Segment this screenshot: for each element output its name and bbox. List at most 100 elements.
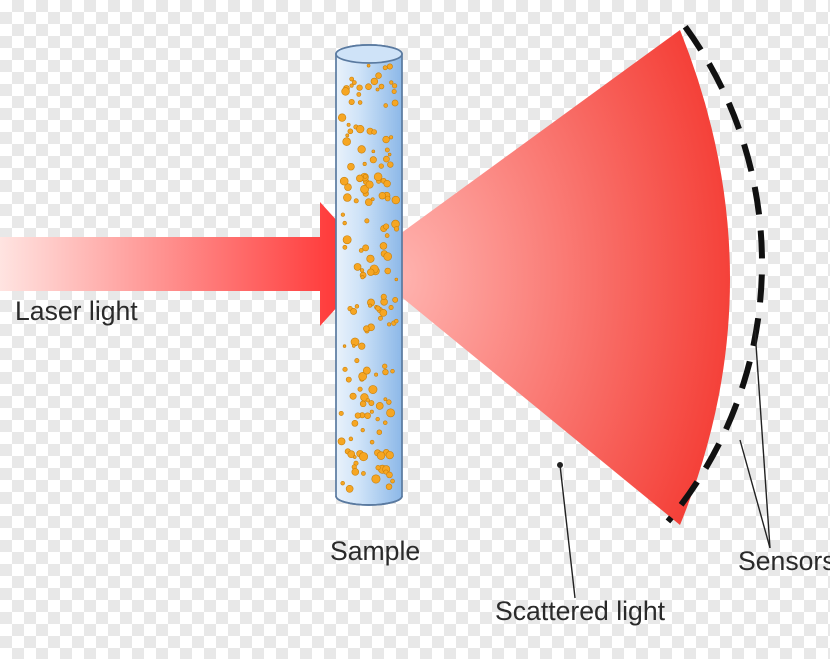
particle: [353, 456, 356, 459]
particle: [370, 410, 373, 413]
particle: [392, 196, 400, 204]
particle: [385, 234, 389, 238]
particle: [383, 156, 389, 162]
laser-light-label: Laser light: [15, 296, 138, 326]
diagram-canvas: Laser light Sample Scattered light Senso…: [0, 0, 830, 659]
particle: [350, 77, 354, 81]
particle: [380, 309, 387, 316]
particle: [365, 84, 371, 90]
particle: [355, 358, 359, 362]
particle: [343, 236, 351, 244]
particle: [361, 471, 365, 475]
particle: [349, 437, 353, 441]
particle: [392, 84, 397, 89]
particle: [380, 242, 387, 249]
particle: [394, 227, 399, 232]
particle: [391, 479, 395, 483]
particle: [356, 125, 364, 133]
particle: [376, 465, 381, 470]
particle: [383, 421, 387, 425]
particle: [358, 387, 362, 391]
particle: [361, 276, 364, 279]
particle: [338, 438, 345, 445]
particle: [388, 153, 391, 156]
particle: [368, 304, 371, 307]
particle: [385, 196, 390, 201]
particle: [358, 146, 366, 154]
particle: [383, 224, 389, 230]
particle: [391, 369, 395, 373]
particle: [365, 413, 371, 419]
particle: [392, 100, 398, 106]
particle: [372, 475, 380, 483]
particle: [346, 134, 349, 137]
sample-tube: [336, 45, 402, 505]
particle: [387, 323, 390, 326]
particle: [371, 78, 378, 85]
particle: [350, 84, 354, 88]
particle: [343, 245, 347, 249]
particle: [343, 345, 346, 348]
particle: [383, 369, 389, 375]
particle: [358, 101, 362, 105]
particle: [352, 81, 356, 85]
particle: [341, 213, 345, 217]
particle: [338, 114, 346, 122]
particle: [384, 253, 392, 261]
particle: [393, 297, 398, 302]
particle: [376, 306, 381, 311]
particle: [355, 413, 361, 419]
particle: [347, 123, 350, 126]
particle: [389, 305, 393, 309]
particle: [343, 138, 351, 146]
particle: [357, 85, 363, 91]
particle: [370, 157, 376, 163]
scattered-light-label: Scattered light: [495, 596, 666, 626]
particle: [369, 385, 377, 393]
particle: [387, 409, 395, 417]
particle: [367, 269, 374, 276]
particle: [389, 81, 393, 85]
particle: [372, 150, 375, 153]
particle: [351, 338, 359, 346]
particle: [341, 481, 345, 485]
particle: [343, 221, 347, 225]
particle: [352, 468, 359, 475]
particle: [360, 401, 366, 407]
particle: [379, 192, 386, 199]
particle: [363, 162, 366, 165]
particle: [352, 345, 355, 348]
particle: [382, 364, 387, 369]
particle: [361, 428, 365, 432]
particle: [372, 129, 377, 134]
particle: [360, 269, 364, 273]
particle: [383, 136, 390, 143]
particle: [349, 99, 354, 104]
particle: [370, 440, 374, 444]
particle: [365, 219, 369, 223]
particle: [389, 135, 393, 139]
particle: [385, 148, 389, 152]
particle: [384, 180, 391, 187]
particle: [363, 326, 369, 332]
particle: [385, 268, 391, 274]
particle: [384, 398, 387, 401]
particle: [346, 485, 353, 492]
particle: [354, 199, 358, 203]
particle: [394, 319, 398, 323]
particle: [374, 373, 377, 376]
particle: [387, 64, 392, 69]
particle: [359, 452, 367, 460]
scattered-light-cone: [360, 30, 730, 525]
particle: [340, 177, 348, 185]
particle: [383, 66, 387, 70]
particle: [363, 367, 370, 374]
particle: [358, 343, 365, 350]
particle: [357, 92, 361, 96]
particle: [374, 173, 382, 181]
particle: [343, 367, 348, 372]
particle: [366, 181, 373, 188]
particle: [376, 417, 380, 421]
particle: [384, 104, 388, 108]
particle: [381, 294, 386, 299]
